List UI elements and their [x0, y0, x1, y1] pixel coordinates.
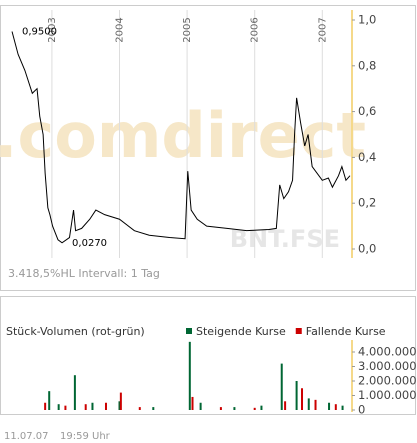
y-tick-label: 1,0	[358, 13, 376, 27]
x-tick-label: 2007	[317, 17, 328, 42]
volume-bar	[119, 392, 122, 410]
volume-bar	[260, 405, 263, 410]
date: 11.07.07	[4, 431, 49, 442]
volume-bar	[73, 375, 76, 410]
volume-bar	[104, 402, 107, 410]
watermark: .comdirect	[0, 99, 366, 172]
volume-bar	[199, 402, 202, 410]
x-tick-label: 2004	[115, 17, 126, 42]
volume-bar	[152, 407, 155, 410]
annotation: 0,0270	[72, 238, 107, 249]
y-tick-label: 0	[358, 403, 365, 417]
y-tick-label: 4.000.000	[358, 345, 417, 359]
y-tick-label: 2.000.000	[358, 374, 417, 388]
volume-bar	[219, 407, 222, 410]
volume-bar	[118, 401, 121, 410]
volume-bar	[57, 404, 60, 410]
price-line	[11, 31, 351, 244]
y-tick-label: 1.000.000	[358, 388, 417, 402]
volume-bar	[91, 402, 94, 410]
volume-bar	[191, 396, 194, 410]
legend-swatch	[186, 328, 192, 334]
volume-bar	[334, 404, 337, 410]
legend-label: Fallende Kurse	[306, 325, 386, 338]
x-tick-label: 2005	[182, 17, 193, 42]
volume-bar	[84, 404, 87, 410]
symbol: BNT.FSE	[230, 225, 340, 253]
volume-panel	[0, 296, 416, 415]
legend-label: Steigende Kurse	[196, 325, 286, 338]
legend-swatch	[295, 328, 302, 334]
stats: 3.418,5%HL Intervall: 1 Tag	[8, 267, 160, 280]
volume-bar	[280, 363, 283, 410]
volume-title: Stück-Volumen (rot-grün)	[6, 325, 145, 338]
volume-bar	[138, 407, 141, 410]
price-panel	[0, 5, 416, 291]
y-tick-label: 3.000.000	[358, 359, 417, 373]
y-tick-label: 0,0	[358, 242, 376, 256]
volume-bar	[341, 405, 344, 410]
volume-bar	[328, 402, 331, 410]
volume-bar	[253, 407, 256, 410]
y-tick-label: 0,6	[358, 104, 376, 118]
volume-bar	[284, 401, 287, 410]
volume-bar	[48, 391, 51, 410]
y-tick-label: 0,2	[358, 196, 376, 210]
annotation: 0,9500	[22, 26, 57, 37]
volume-bar	[295, 381, 298, 410]
y-tick-label: 0,8	[358, 58, 376, 72]
volume-bar	[64, 405, 67, 410]
volume-bar	[307, 398, 310, 410]
volume-bar	[314, 399, 317, 410]
time: 19:59 Uhr	[60, 431, 111, 442]
volume-bar	[188, 341, 191, 410]
volume-bar	[44, 402, 47, 410]
x-tick-label: 2003	[47, 17, 58, 42]
volume-bar	[301, 388, 304, 410]
volume-bar	[233, 407, 236, 410]
x-tick-label: 2006	[250, 17, 261, 42]
y-tick-label: 0,4	[358, 150, 376, 164]
